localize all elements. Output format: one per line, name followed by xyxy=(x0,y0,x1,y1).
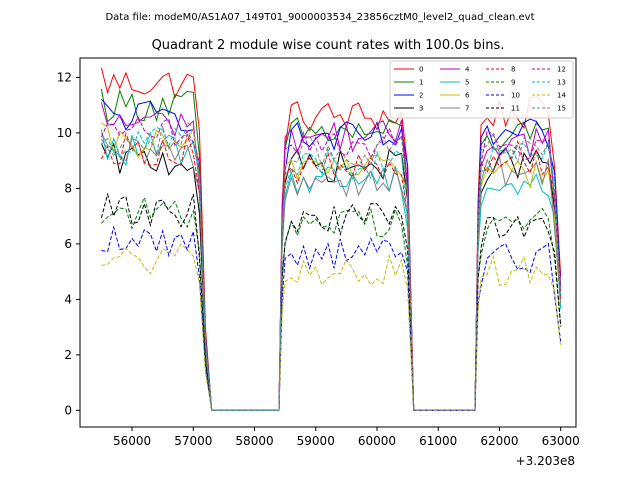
series-line-0 xyxy=(100,67,562,411)
y-tick-label: 8 xyxy=(64,181,72,195)
series-line-11 xyxy=(100,192,562,411)
series-line-7 xyxy=(100,132,562,411)
x-tick-label: 57000 xyxy=(174,434,212,448)
x-tick-label: 56000 xyxy=(113,434,151,448)
legend-label: 9 xyxy=(511,79,515,87)
legend-label: 7 xyxy=(465,105,469,113)
series-line-1 xyxy=(100,88,562,411)
legend-label: 10 xyxy=(511,92,520,100)
legend-label: 2 xyxy=(419,92,423,100)
series-line-5 xyxy=(100,129,562,411)
x-tick-label: 61000 xyxy=(419,434,457,448)
y-tick-label: 10 xyxy=(57,126,72,140)
x-tick-label: 63000 xyxy=(542,434,580,448)
x-tick-label: 58000 xyxy=(235,434,273,448)
x-tick-label: 60000 xyxy=(358,434,396,448)
series-line-3 xyxy=(100,142,562,411)
y-tick-label: 12 xyxy=(57,70,72,84)
x-offset-label: +3.203e8 xyxy=(516,454,575,468)
legend-box xyxy=(389,60,574,119)
series-line-9 xyxy=(101,196,562,411)
series-line-10 xyxy=(101,225,562,411)
legend-label: 8 xyxy=(511,66,515,74)
series-line-12 xyxy=(100,116,562,411)
y-tick-label: 2 xyxy=(64,348,72,362)
legend-label: 0 xyxy=(419,66,423,74)
chart-title: Quadrant 2 module wise count rates with … xyxy=(152,38,505,53)
legend-label: 5 xyxy=(465,79,469,87)
legend-label: 3 xyxy=(419,105,423,113)
legend-label: 12 xyxy=(557,66,566,74)
series-line-6 xyxy=(101,122,562,411)
legend-label: 6 xyxy=(465,92,470,100)
series-line-15 xyxy=(100,121,562,411)
legend-label: 14 xyxy=(557,92,566,100)
legend-label: 11 xyxy=(511,105,520,113)
series-layer xyxy=(100,67,562,411)
legend-label: 13 xyxy=(557,79,566,87)
suptitle: Data file: modeM0/AS1A07_149T01_90000035… xyxy=(105,12,534,23)
y-tick-label: 0 xyxy=(64,403,72,417)
x-tick-label: 59000 xyxy=(297,434,335,448)
legend-label: 15 xyxy=(557,105,566,113)
series-line-2 xyxy=(101,98,562,411)
legend-label: 4 xyxy=(465,66,470,74)
axes-layer: 56000 57000 58000 59000 60000 61000 62000 63000… xyxy=(57,70,580,448)
series-line-14 xyxy=(101,243,562,411)
y-tick-label: 6 xyxy=(64,237,72,251)
y-tick-label: 4 xyxy=(64,292,72,306)
series-line-13 xyxy=(101,126,562,411)
series-line-8 xyxy=(100,131,562,411)
legend-label: 1 xyxy=(419,79,423,87)
x-tick-label: 62000 xyxy=(480,434,518,448)
plot-frame xyxy=(79,57,577,428)
